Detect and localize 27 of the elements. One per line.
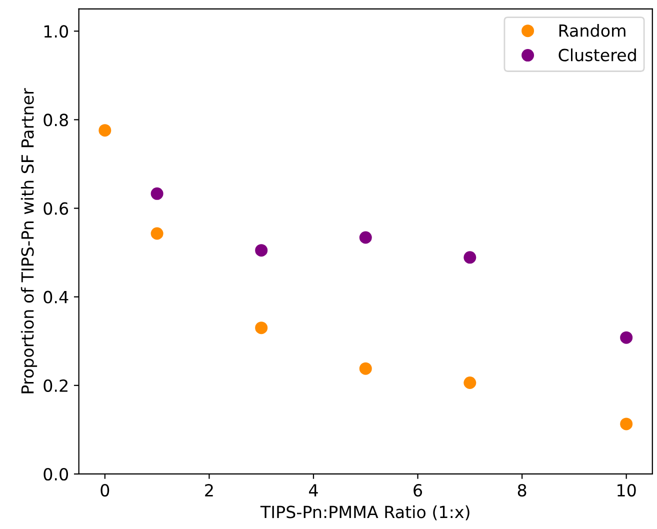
point: [98, 124, 112, 137]
y-tick-label: 1.0: [44, 25, 68, 38]
y-axis-title: Proportion of TIPS-Pn with SF Partner: [20, 88, 38, 394]
x-tick-label: 6: [414, 484, 422, 497]
point: [620, 418, 633, 430]
legend-label: Random: [559, 24, 626, 37]
point: [464, 251, 476, 264]
point: [255, 244, 268, 257]
x-tick-label: 8: [518, 484, 526, 497]
x-tick-label: 4: [308, 484, 318, 496]
point: [359, 362, 372, 375]
y-tick-label: 0.8: [44, 114, 68, 126]
point: [620, 331, 633, 344]
x-tick-label: 2: [205, 484, 213, 496]
point: [150, 227, 164, 240]
point: [255, 322, 268, 334]
point: [359, 231, 372, 244]
y-tick-label: 0.4: [44, 290, 68, 304]
y-tick-label: 0.0: [44, 468, 68, 481]
x-axis-title: TIPS-Pn:PMMA Ratio (1:x): [260, 505, 470, 520]
point: [150, 187, 164, 200]
y-tick-label: 0.6: [44, 202, 68, 215]
x-tick-label: 10: [618, 484, 636, 497]
point: [464, 376, 476, 390]
legend-label: Clustered: [558, 48, 636, 62]
y-tick-label: 0.2: [44, 379, 68, 392]
x-tick-label: 0: [100, 484, 110, 497]
